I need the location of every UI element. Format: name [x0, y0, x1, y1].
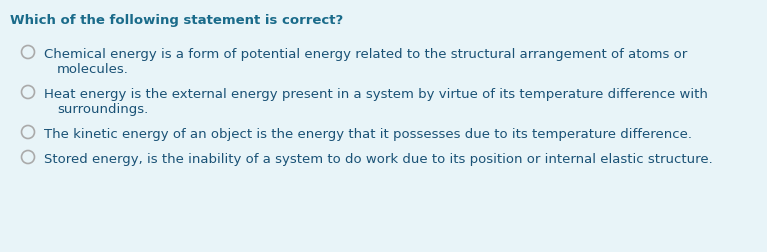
- Text: Which of the following statement is correct?: Which of the following statement is corr…: [10, 14, 344, 27]
- Text: Chemical energy is a form of potential energy related to the structural arrangem: Chemical energy is a form of potential e…: [44, 48, 687, 61]
- Text: surroundings.: surroundings.: [57, 103, 148, 115]
- Text: Heat energy is the external energy present in a system by virtue of its temperat: Heat energy is the external energy prese…: [44, 88, 708, 101]
- Text: molecules.: molecules.: [57, 63, 129, 76]
- Text: Stored energy, is the inability of a system to do work due to its position or in: Stored energy, is the inability of a sys…: [44, 152, 713, 165]
- Text: The kinetic energy of an object is the energy that it possesses due to its tempe: The kinetic energy of an object is the e…: [44, 128, 692, 140]
